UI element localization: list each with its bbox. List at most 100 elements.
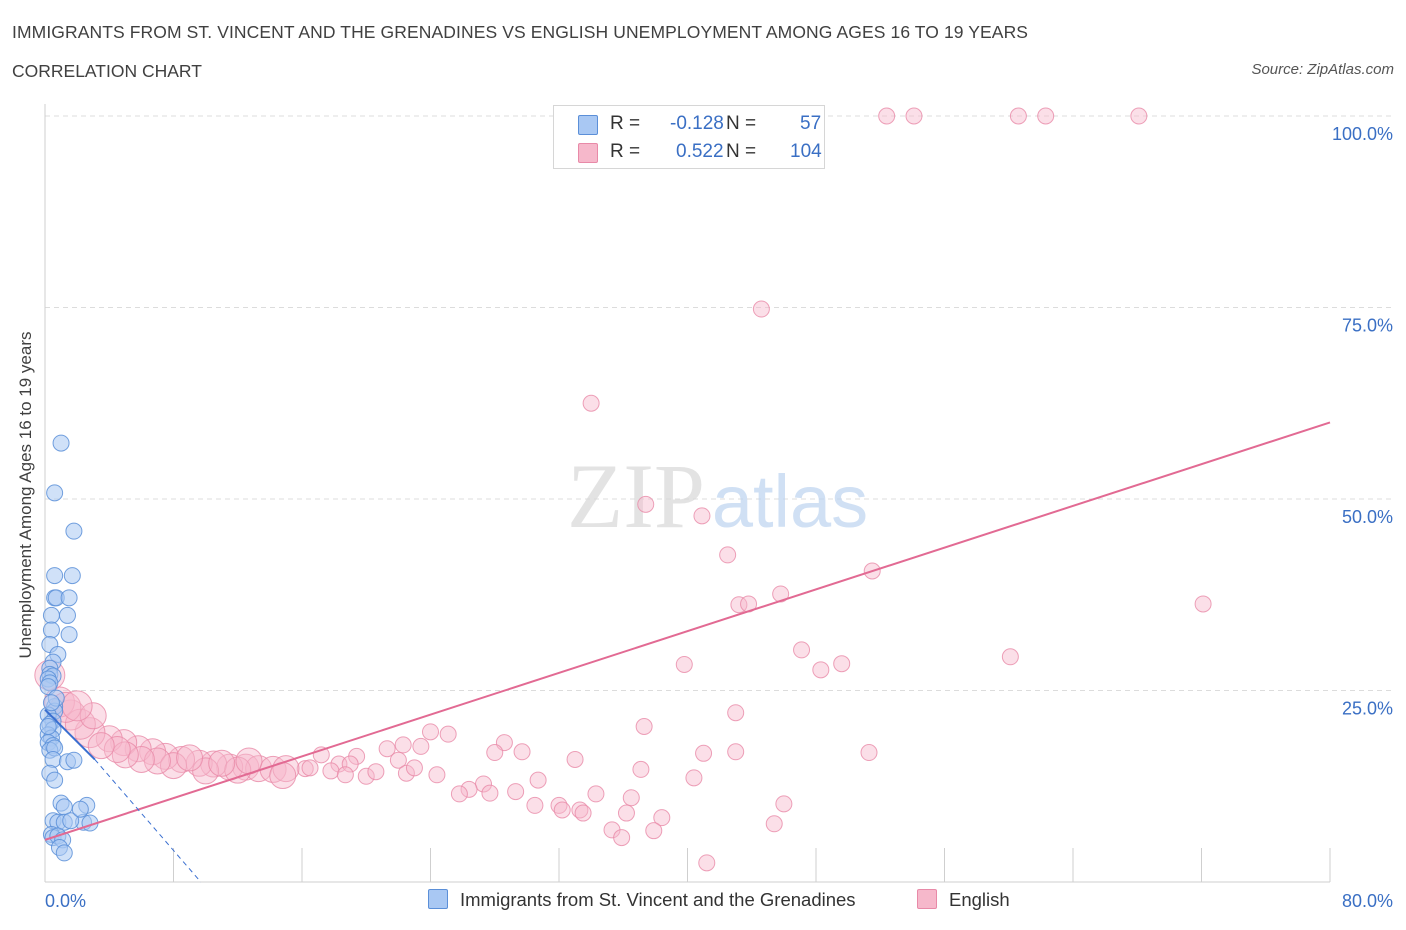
english-point <box>812 661 830 679</box>
english-point <box>719 546 737 564</box>
immigrants-trend-line <box>44 708 96 761</box>
english-point <box>905 107 923 125</box>
english-point <box>675 655 693 673</box>
english-point <box>301 759 319 777</box>
chart-subtitle: CORRELATION CHART <box>12 61 202 81</box>
y-axis-label: Unemployment Among Ages 16 to 19 years <box>16 331 35 659</box>
immigrants-trend-extension <box>94 759 202 883</box>
english-point <box>394 736 412 754</box>
english-point <box>727 704 745 722</box>
legend-swatch-blue <box>578 115 598 135</box>
english-point <box>1037 107 1055 125</box>
immigrants-point <box>46 567 64 585</box>
english-point <box>1009 107 1027 125</box>
legend-n-value: 57 <box>800 113 822 134</box>
english-point <box>336 766 354 784</box>
english-point <box>322 762 340 780</box>
english-point <box>574 804 592 822</box>
immigrants-point <box>39 678 57 696</box>
english-point <box>637 495 655 513</box>
english-point <box>378 740 396 758</box>
y-tick-label: 100.0% <box>1332 124 1393 144</box>
english-point <box>127 745 155 773</box>
english-point <box>272 755 300 783</box>
watermark: ZIP atlas <box>567 445 868 547</box>
english-point <box>653 809 671 827</box>
english-point <box>412 737 430 755</box>
english-point <box>341 755 359 773</box>
english-point <box>79 702 107 730</box>
english-point <box>529 771 547 789</box>
y-tick-label: 25.0% <box>1342 699 1393 719</box>
bottom-legend-swatch-pink <box>917 889 937 909</box>
immigrants-points <box>39 434 99 862</box>
legend-n-label: N = <box>726 141 757 162</box>
english-point <box>389 751 407 769</box>
english-point <box>367 763 385 781</box>
english-point <box>645 822 663 840</box>
bottom-legend-label: English <box>949 889 1010 910</box>
english-point <box>772 585 790 603</box>
english-point <box>833 655 851 673</box>
english-point <box>357 767 375 785</box>
english-point <box>582 394 600 412</box>
english-point <box>224 756 252 784</box>
english-point <box>460 780 478 798</box>
english-point <box>208 749 236 777</box>
x-tick-label: 80.0% <box>1342 891 1393 911</box>
immigrants-point <box>42 606 60 624</box>
english-point <box>481 784 499 802</box>
y-tick-label: 75.0% <box>1342 316 1393 336</box>
english-point <box>685 769 703 787</box>
english-point <box>730 596 748 614</box>
legend-r-value: -0.128 <box>670 113 724 134</box>
english-point <box>587 785 605 803</box>
legend-r-label: R = <box>610 113 641 134</box>
immigrants-point <box>52 434 70 452</box>
bottom-legend-swatch-blue <box>428 889 448 909</box>
english-point <box>695 744 713 762</box>
source-label: Source: ZipAtlas.com <box>1251 61 1394 78</box>
english-point <box>139 738 167 766</box>
english-point <box>1130 107 1148 125</box>
immigrants-point <box>60 589 78 607</box>
immigrants-point <box>62 812 80 830</box>
immigrants-point <box>55 844 73 862</box>
english-point <box>124 735 152 763</box>
trend-lines <box>44 421 1331 883</box>
english-point <box>87 732 115 760</box>
bottom-legend-immigrants: Immigrants from St. Vincent and the Gren… <box>428 889 856 911</box>
english-point <box>143 747 171 775</box>
correlation-legend: R = -0.128 N = 57 R = 0.522 N = 104 <box>553 105 825 169</box>
english-point <box>765 815 783 833</box>
english-point <box>513 743 531 761</box>
english-point <box>752 300 770 318</box>
english-point <box>526 796 544 814</box>
immigrants-point <box>65 522 83 540</box>
immigrants-point <box>44 750 62 768</box>
english-point <box>793 641 811 659</box>
legend-r-label: R = <box>610 141 641 162</box>
english-point <box>553 801 571 819</box>
english-point <box>1001 648 1019 666</box>
immigrants-point <box>65 751 83 769</box>
watermark-atlas: atlas <box>712 460 868 543</box>
english-point <box>428 766 446 784</box>
english-point <box>450 785 468 803</box>
english-trend-line <box>44 421 1331 841</box>
gridlines <box>45 115 1392 691</box>
x-tick-label: 0.0% <box>45 891 86 911</box>
legend-n-value: 104 <box>790 141 822 162</box>
english-point <box>860 744 878 762</box>
watermark-zip: ZIP <box>567 445 705 547</box>
english-point <box>439 725 457 743</box>
y-tick-label: 50.0% <box>1342 507 1393 527</box>
english-point <box>613 829 631 847</box>
immigrants-point <box>58 606 76 624</box>
english-point <box>617 804 635 822</box>
english-point <box>422 723 439 741</box>
english-point <box>103 735 131 763</box>
immigrants-point <box>46 484 64 502</box>
english-point <box>160 752 187 780</box>
legend-n-label: N = <box>726 113 757 134</box>
